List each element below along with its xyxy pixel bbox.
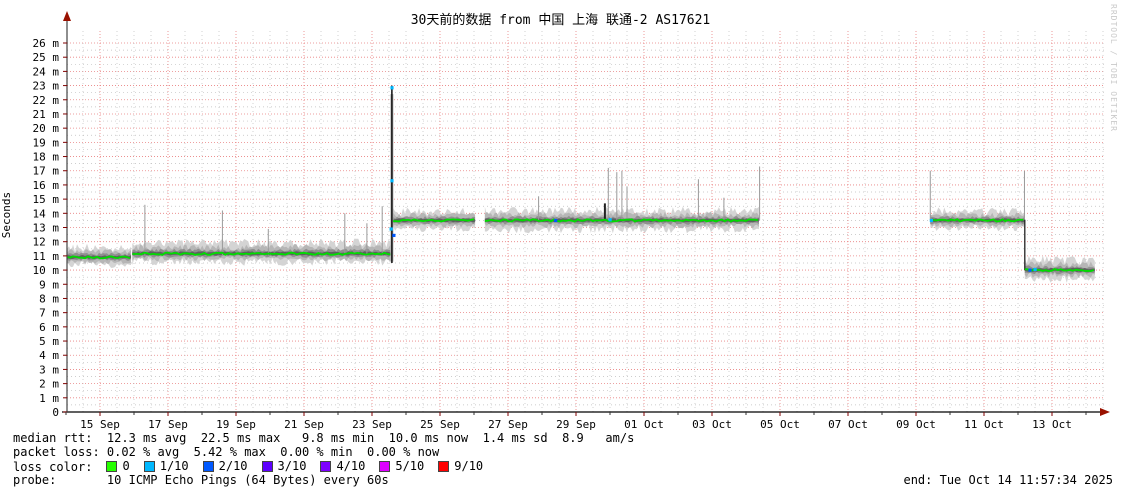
svg-text:27 Sep: 27 Sep [488,418,528,431]
svg-text:20 m: 20 m [33,122,60,135]
svg-text:5 m: 5 m [39,335,59,348]
svg-text:25 m: 25 m [33,51,60,64]
svg-text:19 m: 19 m [33,136,60,149]
loss-color-item: 2/10 [202,459,248,473]
svg-text:15 Sep: 15 Sep [80,418,120,431]
loss-color-value: 0 [122,459,130,473]
svg-text:18 m: 18 m [33,151,60,164]
svg-text:07 Oct: 07 Oct [828,418,868,431]
end-timestamp: end: Tue Oct 14 11:57:34 2025 [903,473,1113,487]
svg-text:11 Oct: 11 Oct [964,418,1004,431]
svg-text:8 m: 8 m [39,292,59,305]
svg-text:14 m: 14 m [33,207,60,220]
svg-text:13 m: 13 m [33,222,60,235]
svg-text:15 m: 15 m [33,193,60,206]
svg-text:0: 0 [52,406,59,419]
loss-color-value: 9/10 [454,459,484,473]
loss-color-label: loss color: [13,459,93,474]
svg-text:9 m: 9 m [39,278,59,291]
svg-text:11 m: 11 m [33,250,60,263]
svg-text:21 Sep: 21 Sep [284,418,324,431]
svg-text:23 Sep: 23 Sep [352,418,392,431]
svg-text:17 m: 17 m [33,165,60,178]
svg-text:24 m: 24 m [33,65,60,78]
svg-text:10 m: 10 m [33,264,60,277]
loss-color-value: 1/10 [159,459,189,473]
loss-color-legend: loss color: 0 1/10 2/10 3/10 4/10 5/10 9/10 [13,459,483,475]
svg-text:09 Oct: 09 Oct [896,418,936,431]
loss-color-swatch [106,460,118,472]
svg-text:01 Oct: 01 Oct [624,418,664,431]
svg-text:7 m: 7 m [39,307,59,320]
loss-color-value: 5/10 [395,459,425,473]
svg-text:2 m: 2 m [39,378,59,391]
loss-color-item: 3/10 [261,459,307,473]
svg-text:4 m: 4 m [39,349,59,362]
svg-text:17 Sep: 17 Sep [148,418,188,431]
loss-color-swatch [379,460,391,472]
loss-color-item: 5/10 [379,459,424,473]
svg-text:21 m: 21 m [33,108,60,121]
loss-color-item: 1/10 [143,459,189,473]
svg-text:6 m: 6 m [39,321,59,334]
svg-text:16 m: 16 m [33,179,60,192]
svg-text:26 m: 26 m [33,37,60,50]
loss-color-value: 2/10 [218,459,248,473]
svg-text:12 m: 12 m [33,236,60,249]
svg-text:03 Oct: 03 Oct [692,418,732,431]
svg-text:05 Oct: 05 Oct [760,418,800,431]
svg-text:29 Sep: 29 Sep [556,418,596,431]
rrdtool-watermark: RRDTOOL / TOBI OETIKER [1109,4,1118,132]
loss-color-swatch [261,460,273,472]
svg-text:25 Sep: 25 Sep [420,418,460,431]
loss-color-swatch [143,460,155,472]
packet-loss-stats: packet loss: 0.02 % avg 5.42 % max 0.00 … [13,445,440,459]
svg-text:13 Oct: 13 Oct [1032,418,1072,431]
svg-text:23 m: 23 m [33,80,60,93]
loss-color-items: 0 1/10 2/10 3/10 4/10 5/10 9/10 [92,459,483,475]
loss-color-item: 9/10 [438,459,483,473]
loss-color-swatch [202,460,214,472]
loss-color-value: 3/10 [277,459,307,473]
svg-text:1 m: 1 m [39,392,59,405]
probe-info: probe: 10 ICMP Echo Pings (64 Bytes) eve… [13,473,389,487]
svg-text:22 m: 22 m [33,94,60,107]
y-axis-label: Seconds [0,191,13,239]
loss-color-swatch [438,460,450,472]
svg-text:19 Sep: 19 Sep [216,418,256,431]
loss-color-value: 4/10 [336,459,366,473]
median-rtt-stats: median rtt: 12.3 ms avg 22.5 ms max 9.8 … [13,431,635,445]
loss-color-item: 0 [106,459,130,473]
svg-text:3 m: 3 m [39,363,59,376]
loss-color-swatch [320,460,332,472]
loss-color-item: 4/10 [320,459,365,473]
chart-title: 30天前的数据 from 中国 上海 联通-2 AS17621 [410,13,711,28]
